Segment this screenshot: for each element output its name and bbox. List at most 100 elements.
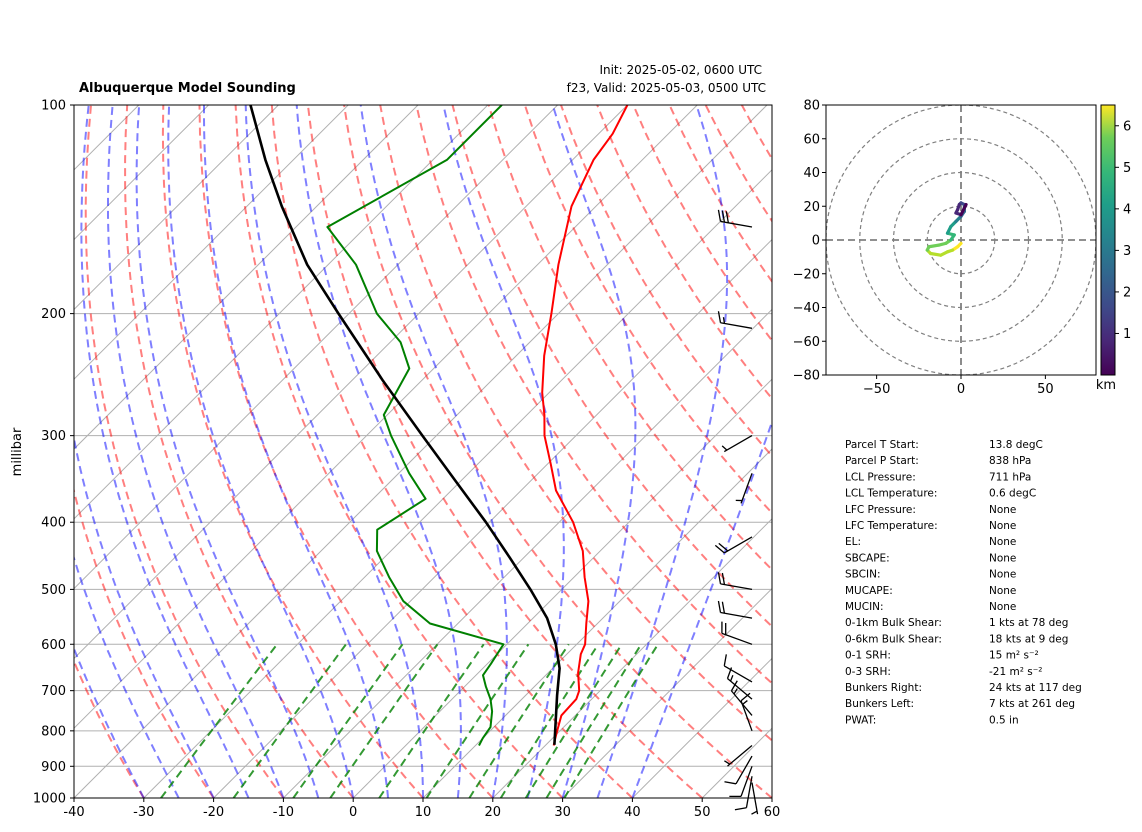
- param-value: 24 kts at 117 deg: [989, 682, 1082, 694]
- isotherm: [74, 105, 209, 241]
- param-value: 838 hPa: [989, 455, 1031, 467]
- y-tick-label: 700: [41, 684, 66, 699]
- moist-adiabat: [107, 105, 285, 798]
- param-value: 0.5 in: [989, 714, 1019, 726]
- x-tick-label: 50: [694, 805, 711, 820]
- hodograph-trace: [925, 201, 968, 257]
- dry-adiabat: [306, 105, 703, 798]
- wind-barb-staff: [723, 665, 753, 683]
- param-value: 1 kts at 78 deg: [989, 617, 1068, 629]
- hodograph-y-tick-label: −20: [793, 267, 820, 282]
- y-tick-label: 400: [41, 516, 66, 531]
- wind-barb-flag: [721, 621, 723, 634]
- wind-barb-flag: [717, 311, 722, 323]
- hodograph-segment: [929, 251, 943, 257]
- param-label: Bunkers Right:: [845, 682, 922, 694]
- wind-barb-staff: [720, 583, 753, 591]
- param-value: 15 m² s⁻²: [989, 650, 1039, 662]
- colorbar-tick-label: 1: [1123, 327, 1131, 342]
- hodograph-segment: [959, 202, 968, 217]
- param-label: LFC Temperature:: [845, 520, 938, 532]
- wind-barb: [730, 680, 753, 716]
- skewt-profiles: [249, 105, 629, 746]
- param-value: 0.6 degC: [989, 488, 1036, 500]
- param-label: SBCAPE:: [845, 552, 890, 564]
- hodograph-y-tick-label: 60: [803, 132, 820, 147]
- isotherm: [213, 238, 772, 798]
- colorbar-ticks: 1 2 3 4 5 6: [1115, 119, 1131, 342]
- param-label: 0-1km Bulk Shear:: [845, 617, 942, 629]
- param-value: None: [989, 520, 1016, 532]
- dry-adiabat: [74, 487, 215, 798]
- dry-adiabat: [74, 658, 145, 798]
- param-label: EL:: [845, 536, 861, 548]
- wind-barb-flag: [734, 807, 747, 811]
- isotherm: [143, 169, 772, 798]
- colorbar-tick-label: 6: [1123, 119, 1131, 134]
- wind-barb-flag: [717, 572, 722, 584]
- valid-time: f23, Valid: 2025-05-03, 0500 UTC: [567, 81, 766, 95]
- param-label: Parcel P Start:: [845, 455, 919, 467]
- param-label: 0-6km Bulk Shear:: [845, 633, 942, 645]
- moist-adiabat: [74, 554, 180, 798]
- wind-barb-staff: [727, 745, 753, 767]
- param-value: None: [989, 552, 1016, 564]
- y-tick-label: 500: [41, 583, 66, 598]
- wind-barb-staff: [720, 611, 753, 619]
- colorbar-label: km: [1096, 378, 1116, 393]
- wind-barb-staff: [740, 473, 753, 504]
- x-tick-label: 30: [554, 805, 571, 820]
- x-tick-label: -30: [133, 805, 154, 820]
- param-value: None: [989, 504, 1016, 516]
- wind-barb: [724, 745, 753, 767]
- hodograph-axes: −50 0 50 80 60 40 20 0 −20 −40 −60 −80: [793, 99, 1054, 398]
- wind-barb-flag: [725, 211, 730, 223]
- moist-adiabat: [135, 105, 320, 798]
- wind-barb: [717, 209, 753, 228]
- dry-adiabat: [84, 105, 285, 798]
- moist-adiabat: [244, 105, 424, 798]
- wind-barb-half-flag: [735, 499, 743, 502]
- wind-barb: [721, 435, 753, 453]
- param-value: -21 m² s⁻²: [989, 666, 1042, 678]
- wind-barb: [723, 654, 753, 683]
- dry-adiabat: [451, 105, 772, 628]
- chart-title: Albuquerque Model Sounding: [79, 81, 296, 96]
- wind-barb-half-flag: [721, 445, 728, 451]
- wind-barb-flag: [729, 795, 742, 798]
- wind-barb-staff: [720, 220, 753, 228]
- param-label: MUCAPE:: [845, 585, 893, 597]
- isotherm: [74, 105, 558, 590]
- hodograph-y-tick-label: −60: [793, 335, 820, 350]
- colorbar-tick-label: 3: [1123, 244, 1131, 259]
- mixing-ratio-line: [468, 643, 570, 798]
- hodograph-y-tick-label: 0: [812, 234, 820, 249]
- wind-barb: [735, 473, 753, 504]
- wind-barb-flag: [714, 544, 725, 554]
- wind-barb: [714, 536, 753, 554]
- dry-adiabat: [124, 105, 354, 798]
- y-tick-label: 800: [41, 724, 66, 739]
- wind-barb-staff: [751, 782, 759, 815]
- wind-barb-staff: [745, 776, 753, 808]
- wind-barb-half-flag: [742, 700, 748, 705]
- hodograph-y-tick-label: −40: [793, 301, 820, 316]
- x-tick-label: 10: [415, 805, 432, 820]
- hodograph-y-tick-label: 20: [803, 200, 820, 215]
- param-value: 711 hPa: [989, 471, 1031, 483]
- skewt-frame: [73, 104, 773, 799]
- wind-barb: [740, 692, 753, 732]
- param-label: LCL Pressure:: [845, 471, 916, 483]
- hodograph-y-tick-label: 40: [803, 166, 820, 181]
- wind-barb-flag: [721, 210, 726, 223]
- hodograph-segment: [927, 243, 941, 249]
- wind-barb-flag: [740, 692, 751, 702]
- y-tick-label: 900: [41, 760, 66, 775]
- wind-barb: [729, 766, 753, 798]
- isotherm: [632, 657, 772, 798]
- param-value: None: [989, 569, 1016, 581]
- wind-barb-half-flag: [751, 810, 758, 815]
- x-tick-label: 60: [764, 805, 781, 820]
- mixing-ratio-line: [545, 643, 643, 798]
